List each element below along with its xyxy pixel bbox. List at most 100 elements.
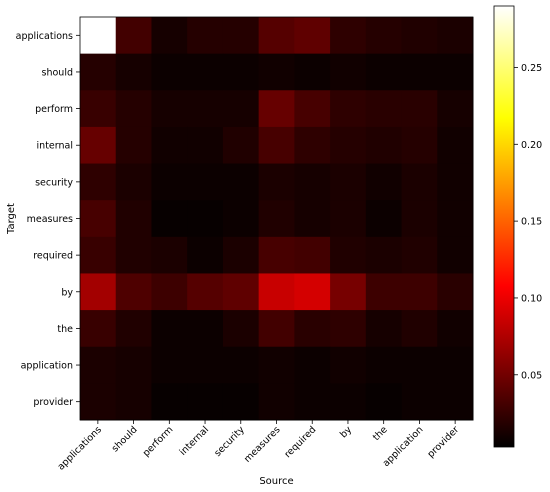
heatmap-cell [294, 310, 331, 348]
heatmap-cell [401, 383, 438, 421]
heatmap-cell [437, 126, 474, 165]
colorbar-tick-label: 0.20 [521, 140, 542, 151]
y-tick-label: security [35, 177, 73, 188]
heatmap-cell [80, 163, 117, 201]
heatmap-cell [258, 126, 295, 165]
heatmap-cell [330, 17, 367, 55]
heatmap-cell [151, 200, 188, 238]
x-tick-label: by [338, 424, 354, 440]
heatmap-cell [187, 200, 224, 238]
x-axis-title: Source [259, 476, 293, 487]
heatmap-cell [80, 383, 117, 421]
x-tick-label: the [371, 424, 390, 443]
colorbar [493, 5, 515, 448]
heatmap-cell [294, 53, 331, 91]
heatmap-cell [401, 17, 438, 55]
heatmap-cell [151, 90, 188, 128]
heatmap-cell [365, 310, 403, 348]
x-tick-label: provider [425, 424, 461, 460]
heatmap-cell [222, 163, 260, 201]
heatmap-cell [401, 310, 438, 348]
x-tick-label: measures [242, 424, 283, 465]
heatmap-cell [437, 17, 474, 55]
y-tick-label: application [21, 361, 73, 372]
y-tick-label: required [33, 251, 73, 262]
heatmap-cell [401, 273, 438, 311]
heatmap-cell [437, 346, 474, 384]
heatmap-cell [258, 200, 295, 238]
heatmap-cell [401, 126, 438, 165]
heatmap-cell [258, 236, 295, 274]
heatmap-cell [258, 163, 295, 201]
y-tick-label: perform [35, 104, 73, 115]
heatmap-cell [365, 163, 403, 201]
heatmap-cell [80, 200, 117, 238]
heatmap-cell [294, 236, 331, 274]
colorbar-tick-label: 0.25 [521, 63, 542, 74]
heatmap-cell [151, 163, 188, 201]
heatmap-cell [258, 310, 295, 348]
heatmap-cell [187, 346, 224, 384]
heatmap-cell [365, 17, 403, 55]
heatmap-cell [222, 17, 260, 55]
heatmap-cell [80, 17, 117, 55]
heatmap-cell [187, 17, 224, 55]
heatmap-cell [437, 90, 474, 128]
heatmap-cell [330, 53, 367, 91]
heatmap-cell [437, 383, 474, 421]
heatmap-cell [401, 53, 438, 91]
x-tick-label: security [212, 424, 247, 459]
heatmap-cell [115, 90, 152, 128]
heatmap-cell [115, 310, 152, 348]
heatmap-cell [258, 90, 295, 128]
heatmap-cell [258, 53, 295, 91]
colorbar-tick-label: 0.05 [521, 370, 542, 381]
heatmap-cell [330, 346, 367, 384]
heatmap-cell [330, 163, 367, 201]
heatmap-cell [222, 383, 260, 421]
heatmap-cell [258, 383, 295, 421]
heatmap-cell [151, 53, 188, 91]
heatmap-cell [80, 310, 117, 348]
x-tick-label: applications [56, 424, 104, 472]
heatmap-cell [437, 53, 474, 91]
heatmap-cell [330, 383, 367, 421]
heatmap-cell [151, 17, 188, 55]
heatmap-cell [294, 90, 331, 128]
heatmap-cell [151, 310, 188, 348]
heatmap-cell [151, 346, 188, 384]
x-axis-ticks: applications should perform internal securit… [56, 420, 461, 473]
x-tick-label: perform [141, 424, 176, 459]
y-axis-title: Target [6, 203, 17, 235]
heatmap-cell [294, 273, 331, 311]
heatmap-cell [330, 310, 367, 348]
heatmap-cell [401, 346, 438, 384]
heatmap-cell [80, 53, 117, 91]
heatmap-cell [258, 346, 295, 384]
heatmap-cell [187, 383, 224, 421]
heatmap-cell [401, 163, 438, 201]
heatmap-cell [330, 236, 367, 274]
heatmap-cell [187, 310, 224, 348]
heatmap-cell [365, 53, 403, 91]
heatmap-cell [115, 273, 152, 311]
heatmap-cell [115, 163, 152, 201]
heatmap-cell [294, 200, 331, 238]
heatmap-cell [222, 200, 260, 238]
heatmap-cell [187, 126, 224, 165]
heatmap-cell [222, 273, 260, 311]
heatmap-cell [258, 273, 295, 311]
heatmap-cell [437, 163, 474, 201]
heatmap-cell [401, 90, 438, 128]
heatmap-cell [365, 383, 403, 421]
heatmap-cell [365, 346, 403, 384]
y-tick-label: internal [37, 141, 73, 152]
heatmap-cell [294, 383, 331, 421]
heatmap-cell [115, 126, 152, 165]
heatmap-cell [401, 236, 438, 274]
heatmap-cell [151, 273, 188, 311]
heatmap-cell [187, 163, 224, 201]
heatmap-cell [365, 126, 403, 165]
heatmap-cell [80, 126, 117, 165]
